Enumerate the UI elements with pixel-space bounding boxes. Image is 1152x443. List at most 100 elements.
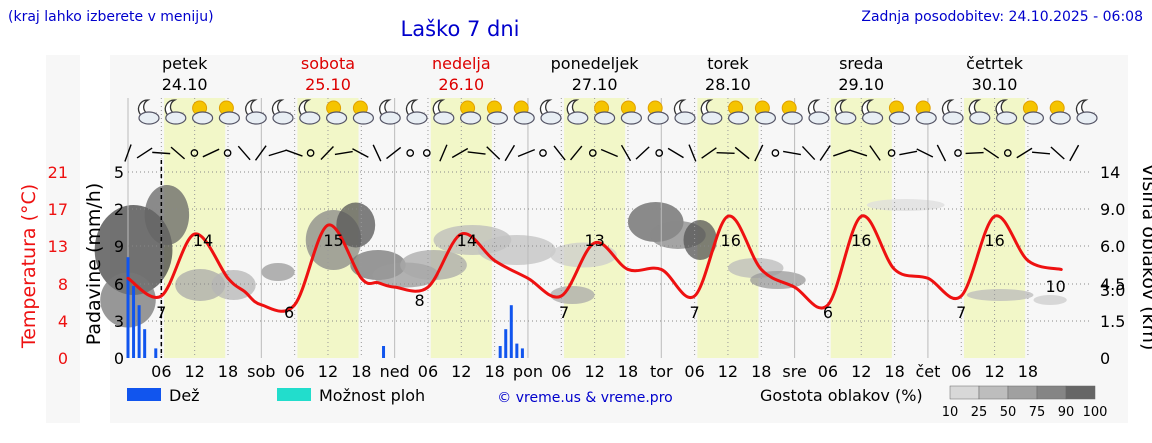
wind-barb-icon (936, 144, 947, 162)
location-hint[interactable]: (kraj lahko izberete v meniju) (8, 9, 214, 25)
x-tick-label: ned (380, 362, 410, 381)
sun-cloud-icon (218, 100, 240, 125)
sun-cloud-icon (192, 100, 214, 125)
sun-cloud-icon (888, 100, 911, 125)
rain-bar (504, 329, 508, 358)
day-name: sreda (839, 54, 883, 73)
rain-bar (137, 305, 141, 358)
calm-wind-icon (406, 149, 415, 157)
wind-barb-icon (486, 146, 501, 160)
x-tick-label: 18 (1018, 362, 1038, 381)
wind-barb-icon (553, 145, 566, 161)
moon-cloud-icon (995, 99, 1018, 125)
density-swatch (1007, 385, 1038, 400)
sun-cloud-icon (647, 100, 669, 125)
day-headers: petek 24.10 sobota 25.10 nedelja 26.10 ponedel… (162, 54, 1024, 94)
rain-bar (509, 305, 513, 358)
legend-rain-swatch (127, 388, 161, 401)
temperature-tick: 4 (58, 312, 68, 331)
temperature-label: 15 (323, 231, 343, 250)
temperature-label: 13 (584, 231, 604, 250)
moon-cloud-icon (807, 99, 830, 125)
temperature-label: 7 (690, 303, 700, 322)
moon-cloud-icon (861, 99, 884, 125)
cloud-height-axis-label: Višina oblakov (km) (1138, 164, 1152, 351)
wind-barb-icon (124, 144, 132, 162)
x-tick-label: 12 (184, 362, 204, 381)
wind-barb-icon (170, 146, 186, 160)
wind-barb-icon (136, 147, 153, 159)
rain-bar (126, 257, 130, 358)
cloud-icon (433, 111, 455, 125)
x-tick-label: 06 (151, 362, 171, 381)
wind-barb-icon (1050, 146, 1065, 160)
cloud-blob (966, 289, 1034, 301)
calm-wind-icon (655, 149, 664, 157)
cloud-height-tick: 0 (1100, 349, 1110, 368)
x-tick-label: 06 (951, 362, 971, 381)
cloud-blob (550, 286, 595, 304)
x-tick-label: 12 (584, 362, 604, 381)
day-name: nedelja (432, 54, 491, 73)
wind-barb-icon (569, 145, 583, 161)
cloud-blob (144, 185, 190, 245)
cloud-blob (336, 202, 376, 248)
sun-cloud-icon (781, 100, 803, 125)
moon-cloud-icon (968, 99, 991, 125)
density-tick: 75 (1029, 405, 1046, 420)
cloud-icon (781, 111, 803, 125)
moon-cloud-icon (566, 99, 589, 125)
density-swatch (978, 385, 1009, 400)
cloud-icon (299, 111, 321, 125)
temperature-label: 8 (415, 291, 425, 310)
day-name: četrtek (966, 54, 1024, 73)
cloud-icon (192, 111, 214, 125)
x-tick-label: 06 (551, 362, 571, 381)
moon-cloud-icon (539, 99, 562, 125)
x-tick-label: sob (247, 362, 275, 381)
day-date: 28.10 (705, 75, 751, 94)
moon-cloud-icon (941, 99, 964, 125)
density-swatch (1036, 385, 1067, 400)
moon-cloud-icon (432, 99, 455, 125)
wind-barb-icon (202, 148, 220, 158)
moon-cloud-icon (164, 99, 187, 125)
cloud-icon (218, 111, 240, 125)
wind-barb-icon (965, 151, 984, 155)
rain-bar (132, 286, 136, 358)
moon-cloud-icon (137, 99, 160, 125)
sun-cloud-icon (1049, 100, 1071, 125)
cloud-icon (861, 111, 884, 125)
calm-wind-icon (190, 149, 199, 157)
temperature-label: 16 (984, 231, 1004, 250)
calm-wind-icon (223, 149, 232, 157)
moon-cloud-icon (298, 99, 321, 125)
wind-barb-icon (983, 147, 1000, 159)
x-tick-label: pon (513, 362, 543, 381)
rain-bar (520, 348, 524, 358)
temperature-label: 7 (559, 303, 569, 322)
wind-barb-icon (754, 144, 764, 162)
cloud-height-tick: 14 (1100, 163, 1120, 182)
cloud-blob (477, 235, 556, 265)
cloud-icon (326, 111, 348, 125)
sun-cloud-icon (460, 100, 482, 125)
precip-tick: 3 (114, 312, 124, 331)
x-tick-label: 06 (818, 362, 838, 381)
cloud-icon (835, 111, 857, 125)
wind-barb-icon (451, 147, 469, 159)
precip-tick: 9 (114, 237, 124, 256)
cloud-height-tick: 3.0 (1100, 281, 1125, 300)
credit-link[interactable]: © vreme.us & vreme.pro (497, 390, 672, 406)
cloud-icon (969, 111, 991, 125)
cloud-cover (94, 185, 1067, 328)
sun-cloud-icon (620, 100, 643, 125)
rain-bar (382, 346, 386, 358)
sun-cloud-icon (486, 100, 508, 125)
left-axis-panel (46, 55, 80, 423)
day-date: 30.10 (972, 75, 1018, 94)
cloud-icon (406, 111, 428, 125)
temperature-line (126, 214, 1063, 313)
cloud-icon (808, 111, 830, 125)
